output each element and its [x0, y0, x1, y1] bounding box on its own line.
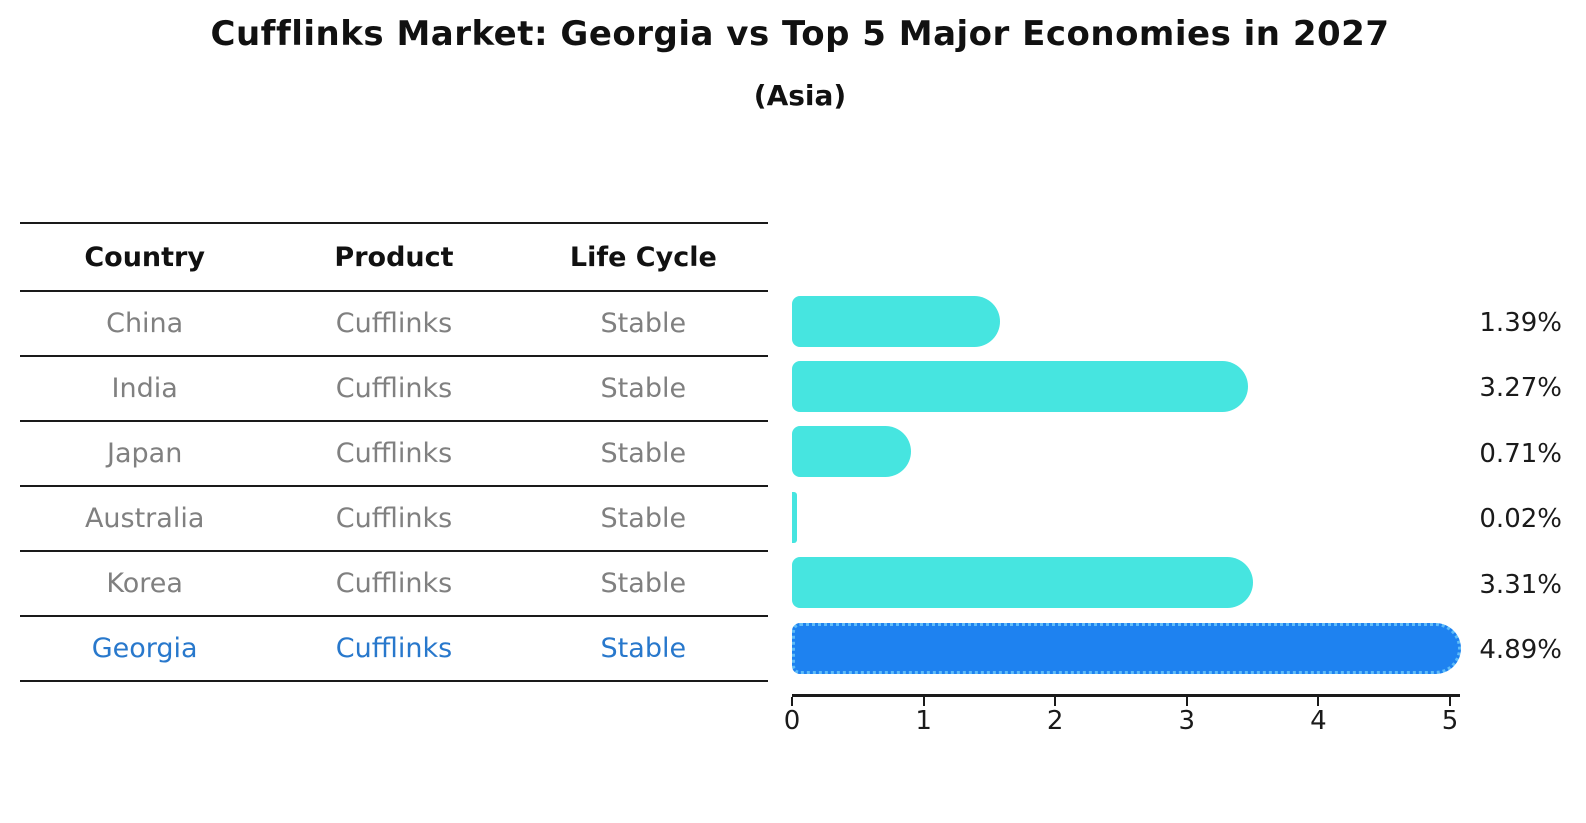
header-life-cycle: Life Cycle	[569, 241, 717, 273]
table-row: Australia Cufflinks Stable	[20, 485, 768, 550]
product-cell: Cufflinks	[335, 568, 453, 599]
value-label: 1.39%	[1479, 308, 1562, 338]
country-cell: China	[106, 308, 184, 339]
bar-korea	[792, 557, 1254, 609]
x-axis-tick	[1317, 697, 1320, 706]
x-axis-tick-label: 0	[783, 706, 801, 736]
bar-india	[792, 360, 1248, 412]
x-axis-tick-label: 1	[915, 706, 932, 736]
product-cell: Cufflinks	[335, 438, 453, 469]
lifecycle-cell: Stable	[600, 438, 687, 469]
lifecycle-cell: Stable	[600, 633, 687, 664]
x-axis-tick-label: 3	[1178, 706, 1196, 736]
country-cell: Australia	[84, 503, 205, 534]
product-cell: Cufflinks	[335, 373, 453, 404]
product-cell: Cufflinks	[335, 308, 453, 339]
page-subtitle: (Asia)	[753, 79, 847, 112]
value-label: 3.27%	[1479, 373, 1562, 404]
value-label: 3.31%	[1479, 569, 1562, 600]
x-axis-tick	[1185, 697, 1188, 706]
country-cell: Korea	[106, 568, 183, 599]
header-country: Country	[84, 241, 205, 273]
lifecycle-cell: Stable	[600, 568, 687, 599]
x-axis-tick-label: 2	[1046, 706, 1064, 736]
x-axis-tick-label: 5	[1441, 706, 1459, 736]
table-row: India Cufflinks Stable	[20, 355, 768, 420]
table-row: China Cufflinks Stable	[20, 290, 768, 355]
data-table: Country Product Life Cycle China Cufflin…	[20, 222, 768, 682]
page-title: Cufflinks Market: Georgia vs Top 5 Major…	[210, 14, 1390, 54]
lifecycle-cell: Stable	[600, 308, 687, 339]
bar-china	[792, 295, 1001, 347]
x-axis-tick	[922, 697, 925, 706]
table-header-row: Country Product Life Cycle	[20, 224, 768, 290]
lifecycle-cell: Stable	[600, 503, 687, 534]
value-label: 4.89%	[1479, 635, 1562, 665]
header-product: Product	[334, 241, 454, 273]
bar-japan	[792, 426, 911, 478]
country-cell: Georgia	[91, 633, 198, 664]
country-cell: India	[111, 373, 178, 404]
value-label: 0.71%	[1479, 438, 1562, 469]
table-row: Georgia Cufflinks Stable	[20, 615, 768, 680]
x-axis-tick	[1054, 697, 1057, 706]
value-label: 0.02%	[1479, 504, 1562, 535]
table-row: Japan Cufflinks Stable	[20, 420, 768, 485]
bar-australia	[792, 491, 797, 543]
country-cell: Japan	[107, 438, 183, 469]
x-axis-tick	[791, 697, 793, 706]
product-cell: Cufflinks	[335, 503, 453, 534]
bar-georgia	[792, 622, 1462, 674]
lifecycle-cell: Stable	[600, 373, 687, 404]
product-cell: Cufflinks	[335, 633, 453, 664]
x-axis-tick-label: 4	[1310, 706, 1327, 736]
table-row: Korea Cufflinks Stable	[20, 550, 768, 615]
x-axis-line	[792, 694, 1460, 697]
x-axis-tick	[1449, 697, 1451, 706]
